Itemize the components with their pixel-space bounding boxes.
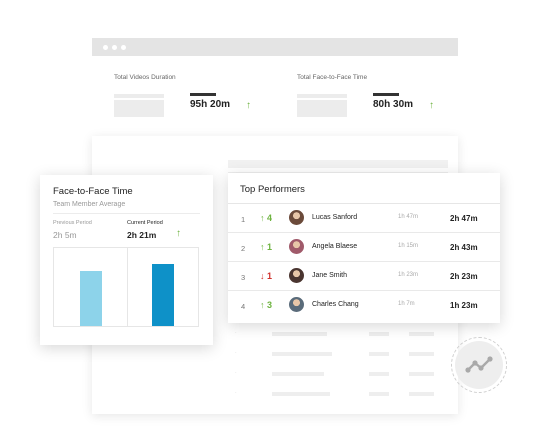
previous-period-label: Previous Period bbox=[53, 220, 92, 226]
current-time: 2h 47m bbox=[450, 214, 478, 223]
chart-divider bbox=[127, 248, 128, 326]
rank: 3 bbox=[241, 273, 246, 282]
card-title: Top Performers bbox=[240, 184, 305, 195]
trend-line-icon bbox=[465, 356, 493, 373]
rank: 1 bbox=[241, 215, 246, 224]
divider bbox=[53, 213, 200, 214]
avatar bbox=[289, 210, 304, 225]
performer-name: Lucas Sanford bbox=[312, 214, 358, 221]
row-divider bbox=[228, 232, 500, 233]
placeholder-number: · bbox=[235, 350, 237, 356]
avatar bbox=[289, 268, 304, 283]
rank: 2 bbox=[241, 244, 246, 253]
up-arrow-icon: ↑ bbox=[260, 213, 265, 223]
rank-change-value: 1 bbox=[267, 242, 273, 252]
performer-name: Angela Blaese bbox=[312, 243, 358, 250]
performer-row[interactable]: 3 ↓ 1 Jane Smith 1h 23m 2h 23m bbox=[228, 262, 500, 291]
previous-time: 1h 47m bbox=[398, 214, 419, 220]
previous-period-bar bbox=[80, 270, 102, 326]
row-divider bbox=[228, 261, 500, 262]
placeholder-line bbox=[409, 392, 434, 396]
divider bbox=[228, 203, 500, 204]
placeholder-line bbox=[409, 372, 434, 376]
avatar bbox=[289, 297, 304, 312]
placeholder-line bbox=[369, 352, 389, 356]
rank-change-value: 4 bbox=[267, 213, 273, 223]
total-face-to-face-value: 80h 30m bbox=[373, 99, 414, 110]
up-arrow-icon: ↑ bbox=[176, 228, 181, 239]
rank-change: ↑ 3 bbox=[260, 300, 272, 310]
placeholder-block bbox=[114, 100, 164, 117]
up-arrow-icon: ↑ bbox=[260, 242, 265, 252]
total-videos-duration-label: Total Videos Duration bbox=[114, 74, 176, 81]
performer-name: Jane Smith bbox=[312, 272, 348, 279]
rank-change-value: 1 bbox=[267, 271, 273, 281]
placeholder-line bbox=[369, 372, 389, 376]
trend-button-ring bbox=[451, 337, 507, 393]
performer-name: Charles Chang bbox=[312, 301, 359, 308]
window-dot bbox=[103, 45, 108, 50]
current-time: 1h 23m bbox=[450, 301, 478, 310]
window-dot bbox=[112, 45, 117, 50]
placeholder-bar bbox=[114, 94, 164, 98]
down-arrow-icon: ↓ bbox=[260, 271, 265, 281]
placeholder-number: · bbox=[235, 370, 237, 376]
placeholder-line bbox=[272, 392, 330, 396]
rank: 4 bbox=[241, 302, 246, 311]
value-indicator-bar bbox=[190, 93, 216, 96]
current-period-value: 2h 21m bbox=[127, 230, 157, 240]
previous-time: 1h 7m bbox=[398, 301, 415, 307]
rank-change: ↓ 1 bbox=[260, 271, 272, 281]
card-subtitle: Team Member Average bbox=[53, 201, 126, 208]
current-time: 2h 23m bbox=[450, 272, 478, 281]
placeholder-block bbox=[297, 100, 347, 117]
previous-time: 1h 15m bbox=[398, 243, 419, 249]
previous-time: 1h 23m bbox=[398, 272, 419, 278]
value-indicator-bar bbox=[373, 93, 399, 96]
up-arrow-icon: ↑ bbox=[246, 100, 251, 111]
placeholder-line bbox=[409, 352, 434, 356]
window-dot bbox=[121, 45, 126, 50]
performer-row[interactable]: 1 ↑ 4 Lucas Sanford 1h 47m 2h 47m bbox=[228, 204, 500, 233]
row-divider bbox=[228, 290, 500, 291]
placeholder-line bbox=[272, 372, 324, 376]
current-time: 2h 43m bbox=[450, 243, 478, 252]
total-face-to-face-label: Total Face-to-Face Time bbox=[297, 74, 368, 81]
avatar bbox=[289, 239, 304, 254]
rank-change: ↑ 4 bbox=[260, 213, 272, 223]
window-title-bar bbox=[92, 38, 458, 56]
placeholder-line bbox=[409, 332, 434, 336]
top-performers-card: Top Performers 1 ↑ 4 Lucas Sanford 1h 47… bbox=[228, 173, 500, 323]
placeholder-bar bbox=[297, 94, 347, 98]
previous-period-value: 2h 5m bbox=[53, 230, 77, 240]
placeholder-line bbox=[272, 352, 332, 356]
performer-row[interactable]: 2 ↑ 1 Angela Blaese 1h 15m 2h 43m bbox=[228, 233, 500, 262]
current-period-bar bbox=[152, 263, 174, 326]
placeholder-header bbox=[228, 160, 448, 168]
rank-change: ↑ 1 bbox=[260, 242, 272, 252]
placeholder-line bbox=[369, 392, 389, 396]
up-arrow-icon: ↑ bbox=[429, 100, 434, 111]
rank-change-value: 3 bbox=[267, 300, 273, 310]
face-to-face-card: Face-to-Face Time Team Member Average Pr… bbox=[40, 175, 213, 345]
placeholder-line bbox=[369, 332, 389, 336]
placeholder-line bbox=[272, 332, 327, 336]
card-title: Face-to-Face Time bbox=[53, 186, 133, 197]
performer-row[interactable]: 4 ↑ 3 Charles Chang 1h 7m 1h 23m bbox=[228, 291, 500, 320]
placeholder-number: · bbox=[235, 330, 237, 336]
placeholder-number: · bbox=[235, 390, 237, 396]
period-bar-chart bbox=[53, 247, 199, 327]
trend-button[interactable] bbox=[455, 341, 503, 389]
total-videos-duration-value: 95h 20m bbox=[190, 99, 231, 110]
current-period-label: Current Period bbox=[127, 220, 163, 226]
up-arrow-icon: ↑ bbox=[260, 300, 265, 310]
